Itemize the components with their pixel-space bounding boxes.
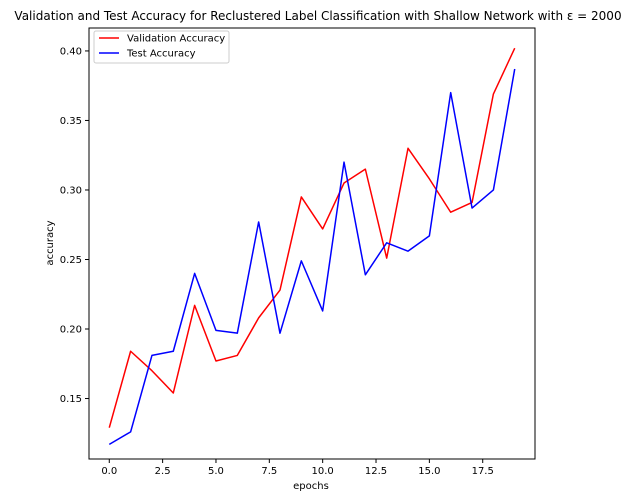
series-layer [108, 47, 516, 446]
x-tick-label: 2.5 [155, 466, 171, 477]
chart-title: Validation and Test Accuracy for Reclust… [14, 9, 621, 23]
x-tick-label: 15.0 [418, 466, 440, 477]
y-tick-label: 0.15 [60, 394, 82, 405]
y-tick-label: 0.30 [60, 185, 82, 196]
x-axis-ticks: 0.0 2.5 5.0 7.5 10.0 12.5 15.0 17.5 [101, 459, 494, 477]
y-tick-label: 0.35 [60, 116, 82, 127]
y-tick-label: 0.40 [60, 46, 82, 57]
y-tick-label: 0.25 [60, 255, 82, 266]
x-axis-label: epochs [293, 481, 329, 492]
x-tick-label: 7.5 [261, 466, 277, 477]
x-tick-label: 17.5 [472, 466, 494, 477]
x-tick-label: 10.0 [312, 466, 334, 477]
plot-frame [88, 27, 536, 460]
x-tick-label: 12.5 [365, 466, 387, 477]
legend-label-test: Test Accuracy [126, 49, 196, 60]
series-line-validation [108, 47, 516, 428]
series-line-test [108, 68, 516, 446]
y-tick-label: 0.20 [60, 325, 82, 336]
legend: Validation Accuracy Test Accuracy [93, 30, 230, 64]
y-axis-ticks: 0.15 0.20 0.25 0.30 0.35 0.40 [60, 46, 89, 405]
y-axis-label: accuracy [45, 220, 56, 265]
legend-box [93, 30, 230, 64]
x-tick-label: 5.0 [208, 466, 224, 477]
x-tick-label: 0.0 [101, 466, 117, 477]
plot-area: 0.0 2.5 5.0 7.5 10.0 12.5 15.0 17.5 0.15 0.20 0.2… [60, 27, 536, 477]
legend-label-validation: Validation Accuracy [127, 34, 225, 45]
